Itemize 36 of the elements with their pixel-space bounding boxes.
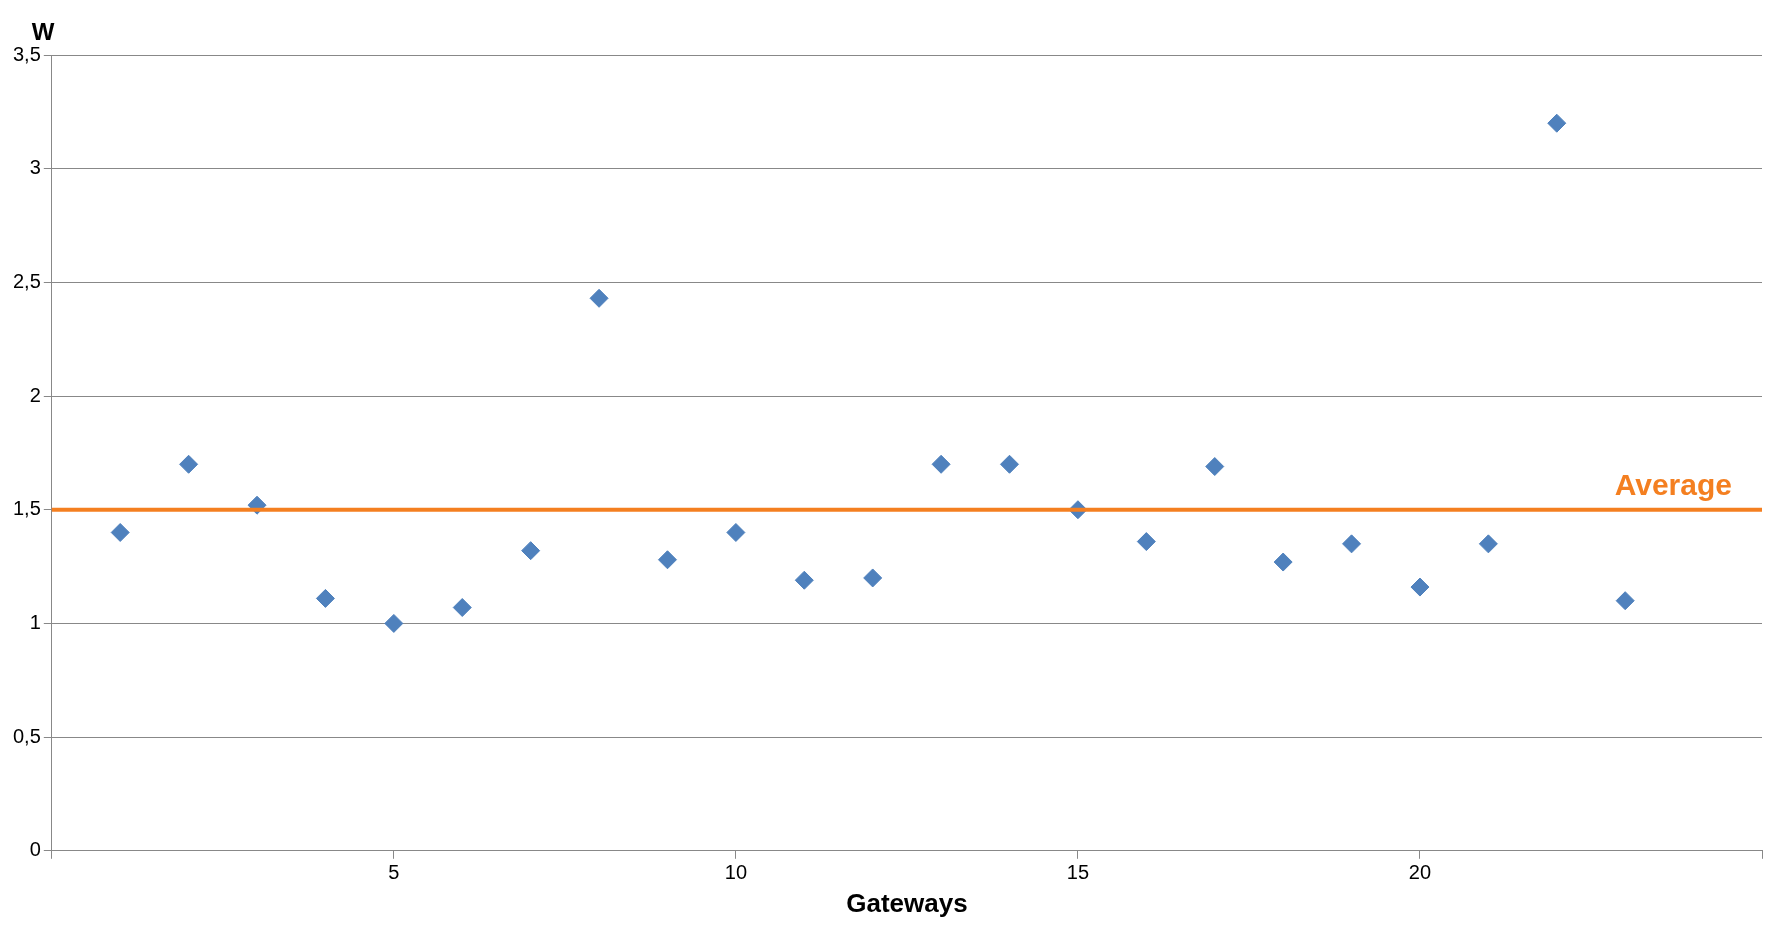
point	[384, 613, 404, 633]
ref-line-label: Average	[1614, 468, 1732, 502]
x-axis-title: Gateways	[846, 887, 968, 918]
point	[726, 522, 746, 542]
point	[1136, 532, 1156, 552]
point	[521, 541, 541, 561]
point	[1410, 577, 1430, 597]
y-tick-label: 1,5	[12, 497, 41, 520]
y-tick-label: 2,5	[12, 269, 41, 292]
point	[794, 570, 814, 590]
point	[1273, 552, 1293, 572]
y-tick-label: 2	[29, 383, 41, 406]
x-tick-label: 10	[724, 861, 748, 884]
point	[589, 288, 609, 308]
y-tick-label: 0,5	[12, 724, 41, 747]
point	[1615, 591, 1635, 611]
y-tick-label: 0	[29, 838, 41, 861]
point	[1478, 534, 1498, 554]
point	[452, 598, 472, 618]
point	[315, 588, 335, 608]
point	[1547, 113, 1567, 133]
point	[657, 550, 677, 570]
x-tick-label: 15	[1066, 861, 1090, 884]
point	[1000, 454, 1020, 474]
point	[863, 568, 883, 588]
point	[1205, 457, 1225, 477]
y-tick-label: 3	[29, 156, 41, 179]
x-tick-label: 20	[1408, 861, 1432, 884]
y-tick-label: 3,5	[12, 42, 41, 65]
point	[179, 454, 199, 474]
point	[1342, 534, 1362, 554]
y-axis-title: W	[31, 17, 55, 45]
point	[110, 522, 130, 542]
point	[931, 454, 951, 474]
x-tick-label: 5	[388, 861, 400, 884]
y-tick-label: 1	[29, 610, 41, 633]
